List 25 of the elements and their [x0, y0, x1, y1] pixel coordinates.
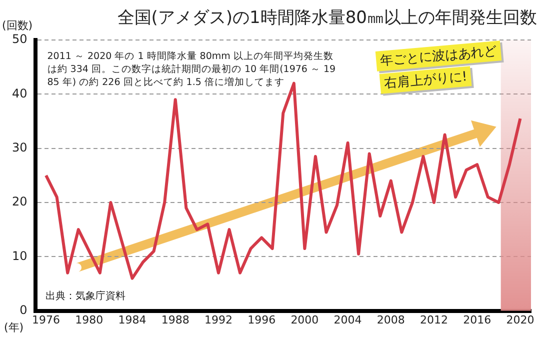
annotation: 出典：気象庁資料: [45, 290, 126, 303]
y-tick-label: 30: [12, 140, 28, 154]
y-tick-label: 50: [12, 32, 28, 46]
x-tick-label: 2008: [376, 313, 405, 326]
annotation: 2011 ～ 2020 年の 1 時間降水量 80mm 以上の年間平均発生数は約 334 回。この数字は統計期間の最初の 10 年間(1976 ～ 1985 年) の約 226 回と比べて約 1.5 倍に増加してます: [47, 50, 337, 89]
x-axis-title: (年): [4, 320, 24, 335]
x-tick-label: 2004: [334, 313, 362, 326]
x-tick-label: 1984: [118, 313, 146, 326]
x-tick-label: 2000: [290, 313, 319, 326]
annotation: 右肩上がりに!: [384, 69, 468, 92]
x-tick-label: 1992: [204, 313, 232, 326]
y-tick-label: 0: [20, 302, 28, 317]
y-axis-title: (回数): [2, 18, 33, 33]
x-tick-label: 1996: [248, 313, 276, 326]
x-tick-label: 2012: [420, 313, 448, 326]
x-tick-label: 1980: [75, 313, 104, 326]
x-tick-label: 1988: [161, 313, 190, 326]
x-tick-label: 2020: [506, 313, 534, 326]
y-tick-label: 40: [12, 86, 28, 100]
annotation: 年ごとに波はあれど: [380, 44, 498, 70]
chart-title: 全国(アメダス)の1時間降水量80㎜以上の年間発生回数: [117, 7, 537, 29]
x-tick-label: 1976: [32, 313, 60, 326]
x-tick-label: 2016: [463, 313, 492, 326]
y-tick-label: 20: [12, 194, 28, 209]
y-tick-label: 10: [12, 248, 28, 263]
